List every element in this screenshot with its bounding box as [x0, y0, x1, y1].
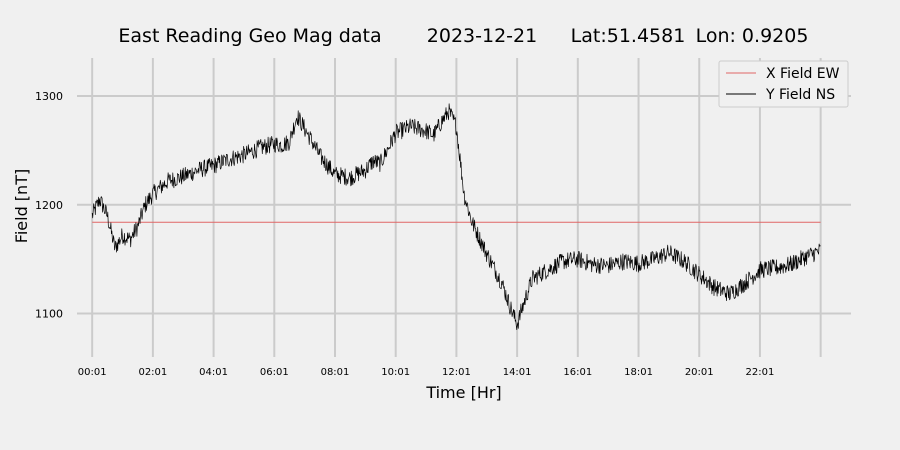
y-tick-label: 1200 [35, 199, 63, 212]
y-tick-label: 1100 [35, 308, 63, 321]
x-tick-label: 04:01 [199, 367, 228, 378]
series-lines [91, 103, 821, 331]
x-axis-label: Time [Hr] [425, 383, 501, 402]
chart-title-date: 2023-12-21 [427, 25, 537, 47]
x-tick-label: 06:01 [260, 367, 289, 378]
x-tick-label: 14:01 [503, 367, 532, 378]
y-axis-label: Field [nT] [12, 169, 31, 243]
chart-title-name: East Reading Geo Mag data [118, 25, 381, 47]
x-tick-label: 16:01 [563, 367, 592, 378]
x-tick-labels: 00:01 02:01 04:01 06:01 08:01 10:01 12:01 14:01… [78, 367, 775, 378]
x-tick-label: 22:01 [746, 367, 775, 378]
legend-label-x-field: X Field EW [766, 66, 840, 82]
x-tick-label: 12:01 [442, 367, 471, 378]
y-tick-label: 1300 [35, 90, 63, 103]
x-tick-label: 10:01 [381, 367, 410, 378]
x-tick-label: 18:01 [624, 367, 653, 378]
chart-title-lat: Lat:51.4581 [571, 25, 686, 47]
legend: X Field EW Y Field NS [718, 60, 849, 108]
chart-title-lon: Lon: 0.9205 [696, 25, 809, 47]
series-line-y-field [91, 103, 821, 331]
y-tick-labels: 1100 1200 1300 [35, 90, 63, 320]
x-tick-label: 20:01 [685, 367, 714, 378]
x-tick-label: 08:01 [321, 367, 350, 378]
x-tick-label: 02:01 [138, 367, 167, 378]
x-tick-label: 00:01 [78, 367, 107, 378]
legend-label-y-field: Y Field NS [765, 87, 835, 103]
grid-lines [77, 58, 851, 357]
